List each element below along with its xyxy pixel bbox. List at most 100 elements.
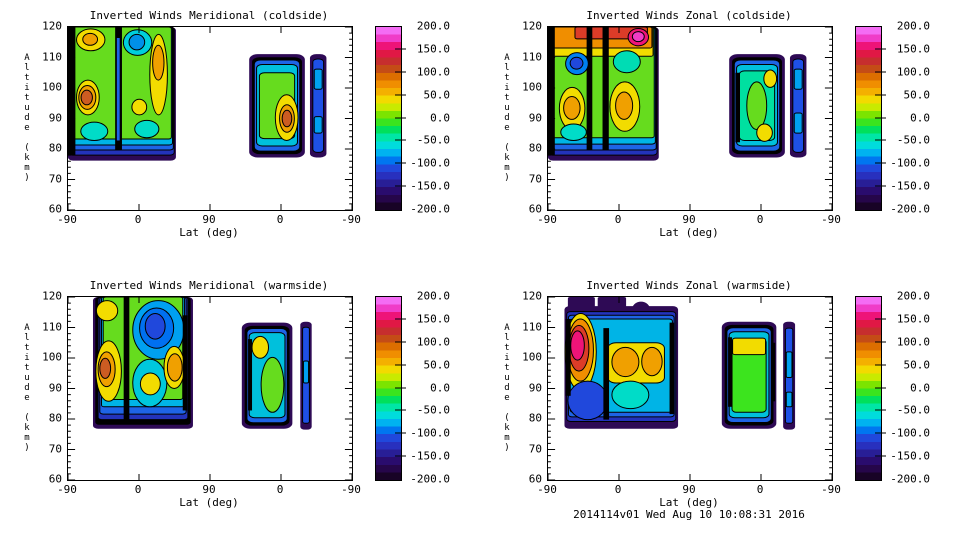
colorbar-gradient — [855, 26, 882, 211]
x-tick-label: 0 — [276, 483, 284, 496]
y-tick-label: 70 — [48, 172, 62, 185]
colorbar-tick-label: 0.0 — [430, 381, 450, 394]
colorbar-tick-mark — [395, 364, 406, 366]
colorbar-tick-label: -100.0 — [410, 156, 450, 170]
colorbar-tick-mark — [875, 71, 886, 73]
x-tick-label: 0 — [134, 213, 142, 226]
colorbar: 200.0 150.0 100.0 50.0 0.0 -50.0 -100.0 -150.0 -… — [855, 20, 930, 216]
colorbar-gradient — [375, 296, 402, 481]
colorbar-tick-mark — [395, 94, 406, 96]
colorbar-tick-label: 50.0 — [423, 88, 451, 102]
colorbar-tick-mark — [395, 162, 406, 164]
colorbar-tick-label: 150.0 — [416, 42, 450, 56]
colorbar-tick-label: -100.0 — [410, 426, 450, 440]
colorbar-tick-label: -200.0 — [410, 202, 450, 216]
y-tick-label: 110 — [42, 320, 62, 333]
plot-title: Inverted Winds Meridional (coldside) — [89, 9, 329, 22]
colorbar-tick-mark — [395, 409, 406, 411]
contour-plot — [68, 297, 352, 480]
plot-area — [67, 296, 353, 481]
plot-area — [67, 26, 353, 211]
x-tick-label: -90 — [57, 483, 77, 496]
colorbar-tick-mark — [395, 185, 406, 187]
colorbar-tick-label: 100.0 — [896, 65, 930, 79]
y-tick-label: 80 — [48, 411, 62, 425]
colorbar-tick-label: 150.0 — [896, 312, 930, 326]
y-tick-label: 60 — [528, 202, 542, 216]
y-tick-label: 120 — [42, 19, 62, 33]
y-tick-label: 120 — [42, 289, 62, 303]
run-timestamp: 2014114v01 Wed Aug 10 10:08:31 2016 — [573, 508, 805, 521]
colorbar-tick-label: -50.0 — [416, 133, 450, 147]
colorbar-tick-mark — [875, 387, 886, 388]
y-tick-label: 90 — [48, 111, 62, 124]
colorbar-tick-label: 200.0 — [896, 289, 930, 303]
colorbar-tick-mark — [875, 117, 886, 118]
colorbar-tick-mark — [395, 48, 406, 50]
colorbar-tick-label: -50.0 — [896, 133, 930, 147]
contour-plot — [548, 27, 832, 210]
colorbar-tick-label: 0.0 — [430, 111, 450, 124]
colorbar-tick-mark — [395, 455, 406, 457]
y-axis-ticks: 120 110 100 90 80 70 60 — [508, 290, 542, 486]
x-axis-label: Lat (deg) — [179, 496, 239, 509]
colorbar-tick-mark — [395, 387, 406, 388]
x-tick-label: -90 — [341, 213, 361, 226]
y-tick-label: 110 — [522, 320, 542, 333]
x-tick-label: -90 — [537, 213, 557, 226]
colorbar-tick-label: -200.0 — [890, 202, 930, 216]
colorbar-tick-label: 50.0 — [903, 358, 931, 372]
colorbar-tick-label: 0.0 — [910, 381, 930, 394]
colorbar-labels: 200.0 150.0 100.0 50.0 0.0 -50.0 -100.0 -150.0 -… — [886, 290, 931, 486]
x-tick-label: 0 — [276, 213, 284, 226]
y-axis-ticks: 120 110 100 90 80 70 60 — [508, 20, 542, 216]
colorbar: 200.0 150.0 100.0 50.0 0.0 -50.0 -100.0 -150.0 -… — [855, 290, 931, 486]
x-tick-label: 90 — [682, 213, 696, 226]
colorbar-tick-label: -200.0 — [890, 472, 930, 486]
y-tick-label: 70 — [528, 442, 542, 455]
colorbar-tick-mark — [875, 48, 886, 50]
colorbar-tick-mark — [875, 318, 886, 320]
colorbar-tick-mark — [875, 432, 886, 434]
plot-area — [547, 296, 833, 481]
x-tick-label: -90 — [57, 213, 77, 226]
x-tick-label: 0 — [134, 483, 142, 496]
colorbar-tick-mark — [875, 185, 886, 187]
y-tick-label: 60 — [48, 472, 62, 486]
colorbar-tick-mark — [395, 432, 406, 434]
x-tick-label: 0 — [614, 483, 622, 496]
y-tick-label: 100 — [522, 80, 542, 94]
y-axis-label: Altitude (km) — [502, 52, 512, 183]
x-axis-ticks: -90 0 90 0 -90 — [537, 483, 841, 496]
colorbar-gradient — [855, 296, 882, 481]
colorbar-gradient — [375, 26, 402, 211]
colorbar-tick-mark — [875, 139, 886, 141]
colorbar-tick-mark — [875, 455, 886, 457]
y-tick-label: 80 — [528, 411, 542, 425]
y-tick-label: 60 — [48, 202, 62, 216]
panel-zonal-warmside: Inverted Winds Zonal (warmside) Altitude… — [480, 270, 960, 540]
y-axis-ticks: 120 110 100 90 80 70 60 — [28, 290, 62, 486]
y-tick-label: 70 — [48, 442, 62, 455]
x-axis-ticks: -90 0 90 0 -90 — [57, 213, 361, 226]
x-tick-label: -90 — [821, 483, 841, 496]
colorbar-tick-label: 100.0 — [416, 65, 450, 79]
plot-title: Inverted Winds Zonal (coldside) — [586, 9, 792, 22]
y-tick-label: 90 — [528, 111, 542, 124]
colorbar-labels: 200.0 150.0 100.0 50.0 0.0 -50.0 -100.0 -150.0 -… — [406, 20, 451, 216]
colorbar-tick-label: -50.0 — [416, 403, 450, 417]
colorbar: 200.0 150.0 100.0 50.0 0.0 -50.0 -100.0 -150.0 -… — [375, 290, 451, 486]
x-tick-label: 0 — [756, 483, 764, 496]
plot-title: Inverted Winds Zonal (warmside) — [586, 279, 792, 292]
y-axis-label: Altitude (km) — [22, 322, 32, 453]
colorbar-tick-label: 50.0 — [423, 358, 451, 372]
colorbar-tick-label: 100.0 — [896, 335, 930, 349]
colorbar: 200.0 150.0 100.0 50.0 0.0 -50.0 -100.0 -150.0 -… — [375, 20, 451, 216]
colorbar-tick-mark — [875, 364, 886, 366]
colorbar-tick-label: 0.0 — [910, 111, 930, 124]
y-tick-label: 110 — [522, 50, 542, 63]
x-axis-label: Lat (deg) — [659, 226, 719, 239]
panel-zonal-coldside: Inverted Winds Zonal (coldside) Altitude… — [480, 0, 960, 270]
colorbar-tick-label: 150.0 — [896, 42, 930, 56]
